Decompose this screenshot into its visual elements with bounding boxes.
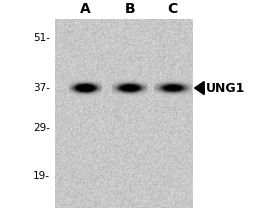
Text: A: A: [80, 2, 91, 16]
Text: 19-: 19-: [33, 171, 50, 181]
Text: 51-: 51-: [33, 33, 50, 43]
Text: C: C: [167, 2, 177, 16]
Text: UNG1: UNG1: [206, 81, 245, 94]
Polygon shape: [195, 81, 204, 94]
Text: 29-: 29-: [33, 123, 50, 133]
Text: 37-: 37-: [33, 83, 50, 93]
Text: B: B: [125, 2, 135, 16]
